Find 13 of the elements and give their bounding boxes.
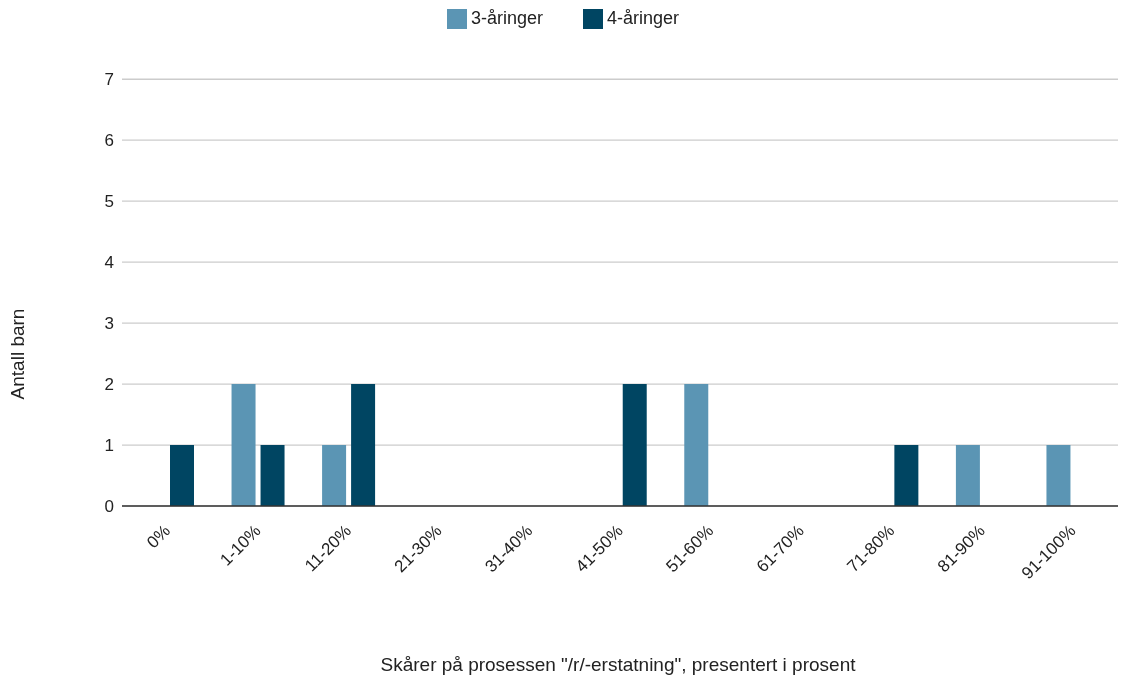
legend-label: 3-åringer [470,8,543,28]
y-tick-label: 1 [104,436,114,456]
x-tick-label: 0% [143,521,174,553]
y-tick-label: 2 [104,375,114,395]
y-axis-title: Antall barn [7,307,29,402]
y-tick-label: 5 [104,192,114,212]
x-axis-title: Skårer på prosessen "/r/-erstatning", presentert i prosent [379,654,857,676]
y-tick-label: 4 [104,253,114,273]
legend-label: 4-åringer [607,8,680,28]
y-tick-label: 7 [104,70,114,90]
y-tick-label: 3 [104,314,114,334]
y-tick-label: 6 [104,131,114,151]
y-tick-label: 0 [104,497,114,517]
